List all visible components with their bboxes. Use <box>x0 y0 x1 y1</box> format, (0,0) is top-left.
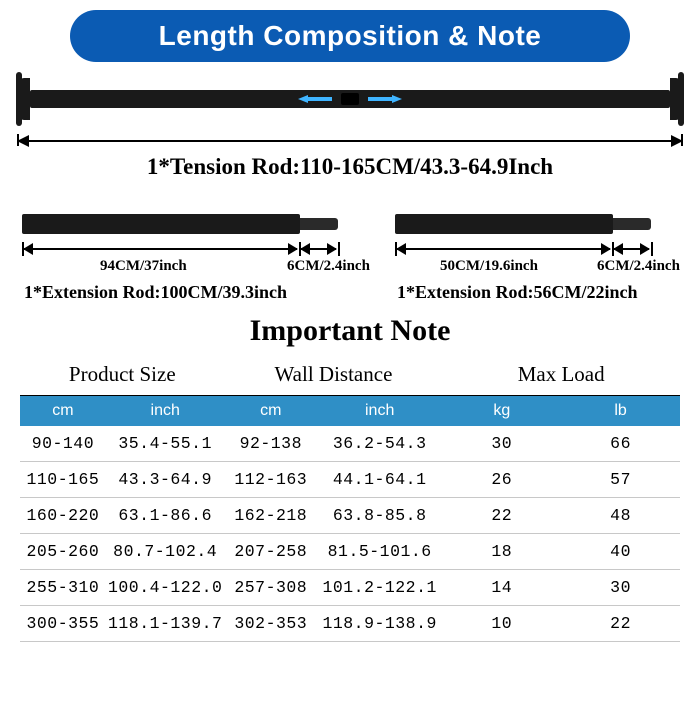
table-row: 110-16543.3-64.9112-16344.1-64.12657 <box>20 462 680 498</box>
arrow-right-icon <box>368 95 402 103</box>
table-cell: 302-353 <box>225 606 317 642</box>
table-cell: 100.4-122.0 <box>106 570 225 606</box>
table-cell: 26 <box>442 462 561 498</box>
table-cell: 162-218 <box>225 498 317 534</box>
col-product-size: Product Size <box>20 356 225 396</box>
ext2-seg2-label: 6CM/2.4inch <box>597 258 680 275</box>
table-cell: 43.3-64.9 <box>106 462 225 498</box>
dimension-line <box>18 140 682 142</box>
table-row: 90-14035.4-55.192-13836.2-54.33066 <box>20 426 680 462</box>
table-cell: 110-165 <box>20 462 106 498</box>
rod-stub-icon <box>613 218 651 230</box>
unit-cell: inch <box>106 396 225 427</box>
table-cell: 18 <box>442 534 561 570</box>
table-cell: 63.8-85.8 <box>317 498 442 534</box>
tension-rod-label: 1*Tension Rod:110-165CM/43.3-64.9Inch <box>0 154 700 180</box>
table-cell: 63.1-86.6 <box>106 498 225 534</box>
table-cell: 300-355 <box>20 606 106 642</box>
table-cell: 255-310 <box>20 570 106 606</box>
col-max-load: Max Load <box>442 356 680 396</box>
unit-cell: kg <box>442 396 561 427</box>
table-cell: 48 <box>561 498 680 534</box>
extension-rod-2 <box>395 214 613 234</box>
table-cell: 22 <box>442 498 561 534</box>
table-cell: 207-258 <box>225 534 317 570</box>
unit-cell: lb <box>561 396 680 427</box>
table-cell: 112-163 <box>225 462 317 498</box>
adjust-knob-icon <box>341 93 359 105</box>
table-row: 300-355118.1-139.7302-353118.9-138.91022 <box>20 606 680 642</box>
table-cell: 90-140 <box>20 426 106 462</box>
table-cell: 10 <box>442 606 561 642</box>
unit-cell: cm <box>20 396 106 427</box>
table-cell: 92-138 <box>225 426 317 462</box>
rod-end-right <box>670 78 680 120</box>
table-cell: 81.5-101.6 <box>317 534 442 570</box>
table-cell: 36.2-54.3 <box>317 426 442 462</box>
table-cell: 257-308 <box>225 570 317 606</box>
table-cell: 35.4-55.1 <box>106 426 225 462</box>
table-row: 160-22063.1-86.6162-21863.8-85.82248 <box>20 498 680 534</box>
extension-rod-1 <box>22 214 300 234</box>
dimension-line <box>301 248 336 250</box>
table-body: cm inch cm inch kg lb 90-14035.4-55.192-… <box>20 396 680 642</box>
table-cell: 205-260 <box>20 534 106 570</box>
table-cell: 40 <box>561 534 680 570</box>
table-cell: 57 <box>561 462 680 498</box>
table-cell: 118.1-139.7 <box>106 606 225 642</box>
dimension-line <box>397 248 610 250</box>
ext1-label: 1*Extension Rod:100CM/39.3inch <box>24 282 287 303</box>
unit-cell: cm <box>225 396 317 427</box>
tension-rod-diagram: 1*Tension Rod:110-165CM/43.3-64.9Inch <box>0 68 700 208</box>
ext2-label: 1*Extension Rod:56CM/22inch <box>397 282 638 303</box>
col-wall-distance: Wall Distance <box>225 356 443 396</box>
title-banner: Length Composition & Note <box>70 10 630 62</box>
dim-tick <box>338 242 340 256</box>
table-cell: 30 <box>442 426 561 462</box>
table-cell: 160-220 <box>20 498 106 534</box>
table-cell: 22 <box>561 606 680 642</box>
units-row: cm inch cm inch kg lb <box>20 396 680 427</box>
dimension-line <box>614 248 649 250</box>
table-cell: 101.2-122.1 <box>317 570 442 606</box>
table-cell: 30 <box>561 570 680 606</box>
ext2-seg1-label: 50CM/19.6inch <box>440 258 538 275</box>
dimension-line <box>24 248 297 250</box>
table-row: 205-26080.7-102.4207-25881.5-101.61840 <box>20 534 680 570</box>
table-cell: 118.9-138.9 <box>317 606 442 642</box>
dim-tick <box>651 242 653 256</box>
table-cell: 14 <box>442 570 561 606</box>
spec-table: Product Size Wall Distance Max Load cm i… <box>20 356 680 642</box>
rod-stub-icon <box>300 218 338 230</box>
extension-rods-diagram: 94CM/37inch 6CM/2.4inch 1*Extension Rod:… <box>0 206 700 312</box>
unit-cell: inch <box>317 396 442 427</box>
rod-end-left <box>20 78 30 120</box>
table-header-row: Product Size Wall Distance Max Load <box>20 356 680 396</box>
table-cell: 44.1-64.1 <box>317 462 442 498</box>
table-cell: 80.7-102.4 <box>106 534 225 570</box>
ext1-seg1-label: 94CM/37inch <box>100 258 187 275</box>
important-note-title: Important Note <box>0 314 700 348</box>
table-cell: 66 <box>561 426 680 462</box>
ext1-seg2-label: 6CM/2.4inch <box>287 258 370 275</box>
arrow-left-icon <box>298 95 332 103</box>
table-row: 255-310100.4-122.0257-308101.2-122.11430 <box>20 570 680 606</box>
